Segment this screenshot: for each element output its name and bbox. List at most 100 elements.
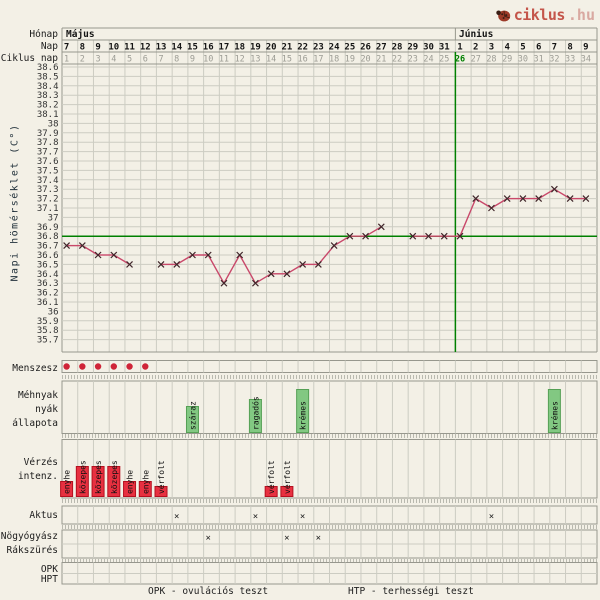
svg-text:34: 34 — [581, 55, 591, 65]
logo-tld: .hu — [567, 6, 595, 24]
svg-text:35.9: 35.9 — [37, 317, 59, 327]
svg-text:12: 12 — [140, 43, 151, 53]
svg-text:37.8: 37.8 — [37, 138, 59, 148]
svg-text:21: 21 — [376, 55, 386, 65]
svg-text:×: × — [174, 512, 179, 522]
svg-text:8: 8 — [80, 43, 85, 53]
svg-text:26: 26 — [455, 55, 465, 65]
svg-text:37.7: 37.7 — [37, 148, 59, 158]
svg-text:1: 1 — [64, 55, 69, 65]
svg-text:18: 18 — [329, 55, 339, 65]
svg-text:32: 32 — [549, 55, 559, 65]
svg-text:38.4: 38.4 — [37, 82, 59, 92]
svg-text:enyhe: enyhe — [141, 470, 150, 494]
month-may: Május — [66, 29, 95, 40]
menses-dots — [63, 363, 149, 370]
svg-text:közepes: közepes — [110, 460, 119, 494]
event-x-marks: × × × × × × × — [174, 512, 494, 544]
svg-text:11: 11 — [124, 43, 135, 53]
svg-text:16: 16 — [203, 43, 214, 53]
ruler-band — [62, 434, 597, 438]
svg-text:19: 19 — [345, 55, 355, 65]
temperature-series — [63, 185, 590, 287]
header-numbers: 7 8 9 10 11 12 13 14 15 16 17 18 19 20 21 22 23 24 25 26 27 2… — [64, 43, 591, 65]
svg-text:14: 14 — [171, 43, 182, 53]
svg-text:3: 3 — [96, 55, 101, 65]
svg-text:6: 6 — [143, 55, 148, 65]
svg-text:29: 29 — [407, 43, 418, 53]
svg-text:ragadós: ragadós — [250, 396, 260, 430]
svg-text:13: 13 — [250, 55, 260, 65]
cycle-row-label: Ciklus nap — [0, 53, 58, 64]
svg-text:9: 9 — [190, 55, 195, 65]
svg-text:36.5: 36.5 — [37, 260, 59, 270]
svg-text:25: 25 — [344, 43, 355, 53]
svg-text:28: 28 — [486, 55, 496, 65]
svg-text:26: 26 — [360, 43, 371, 53]
svg-text:31: 31 — [534, 55, 544, 65]
ladybug-icon — [496, 10, 510, 22]
svg-text:38.3: 38.3 — [37, 91, 59, 101]
ruler-band — [62, 374, 597, 379]
annotation-strips — [61, 360, 598, 585]
svg-text:37.2: 37.2 — [37, 195, 59, 205]
svg-text:20: 20 — [360, 55, 370, 65]
svg-text:33: 33 — [565, 55, 575, 65]
svg-text:17: 17 — [313, 55, 323, 65]
bleeding-row-label-2: intenz. — [17, 471, 58, 482]
svg-text:×: × — [253, 512, 258, 522]
svg-text:36.2: 36.2 — [37, 289, 59, 299]
svg-text:7: 7 — [158, 55, 163, 65]
svg-text:19: 19 — [250, 43, 261, 53]
bleeding-row-label-1: Vérzés — [23, 457, 58, 468]
svg-text:38.6: 38.6 — [37, 63, 59, 73]
svg-text:vérfolt: vérfolt — [156, 460, 166, 494]
svg-text:38.5: 38.5 — [37, 72, 59, 82]
svg-text:11: 11 — [219, 55, 229, 65]
svg-text:22: 22 — [392, 55, 402, 65]
svg-text:2: 2 — [80, 55, 85, 65]
mucus-row-label-2: nyák — [35, 404, 58, 415]
svg-text:27: 27 — [376, 43, 387, 53]
svg-text:37: 37 — [48, 213, 59, 223]
svg-text:15: 15 — [187, 43, 198, 53]
svg-text:közepes: közepes — [78, 460, 87, 494]
svg-text:23: 23 — [313, 43, 324, 53]
svg-text:22: 22 — [297, 43, 308, 53]
svg-text:10: 10 — [203, 55, 213, 65]
svg-text:29: 29 — [502, 55, 512, 65]
svg-text:24: 24 — [423, 55, 433, 65]
svg-text:30: 30 — [518, 55, 528, 65]
svg-text:×: × — [300, 512, 305, 522]
svg-text:8: 8 — [174, 55, 179, 65]
svg-text:20: 20 — [266, 43, 277, 53]
gyno-row-label-1: Nögyógyász — [0, 531, 58, 542]
ruler-band — [62, 524, 597, 529]
svg-text:16: 16 — [298, 55, 308, 65]
svg-text:35.8: 35.8 — [37, 326, 59, 336]
svg-text:21: 21 — [281, 43, 292, 53]
logo-text: ciklus — [513, 6, 566, 24]
svg-text:36: 36 — [48, 307, 59, 317]
svg-text:10: 10 — [108, 43, 119, 53]
svg-text:38: 38 — [48, 119, 59, 129]
svg-text:17: 17 — [219, 43, 230, 53]
svg-text:4: 4 — [111, 55, 116, 65]
svg-text:18: 18 — [234, 43, 245, 53]
svg-text:enyhe: enyhe — [63, 470, 72, 494]
svg-text:9: 9 — [583, 43, 588, 53]
svg-text:36.9: 36.9 — [37, 223, 59, 233]
svg-text:5: 5 — [520, 43, 525, 53]
logo-link[interactable]: ciklus .hu — [495, 6, 595, 24]
svg-text:közepes: közepes — [94, 460, 103, 494]
svg-text:37.5: 37.5 — [37, 166, 59, 176]
legend-opk: OPK - ovulációs teszt — [148, 586, 269, 597]
svg-text:36.3: 36.3 — [37, 279, 59, 289]
svg-text:13: 13 — [156, 43, 167, 53]
svg-text:25: 25 — [439, 55, 449, 65]
svg-text:36.1: 36.1 — [37, 298, 59, 308]
svg-text:8: 8 — [567, 43, 572, 53]
y-axis-title: Napi hömérséklet (C°) — [9, 123, 21, 282]
